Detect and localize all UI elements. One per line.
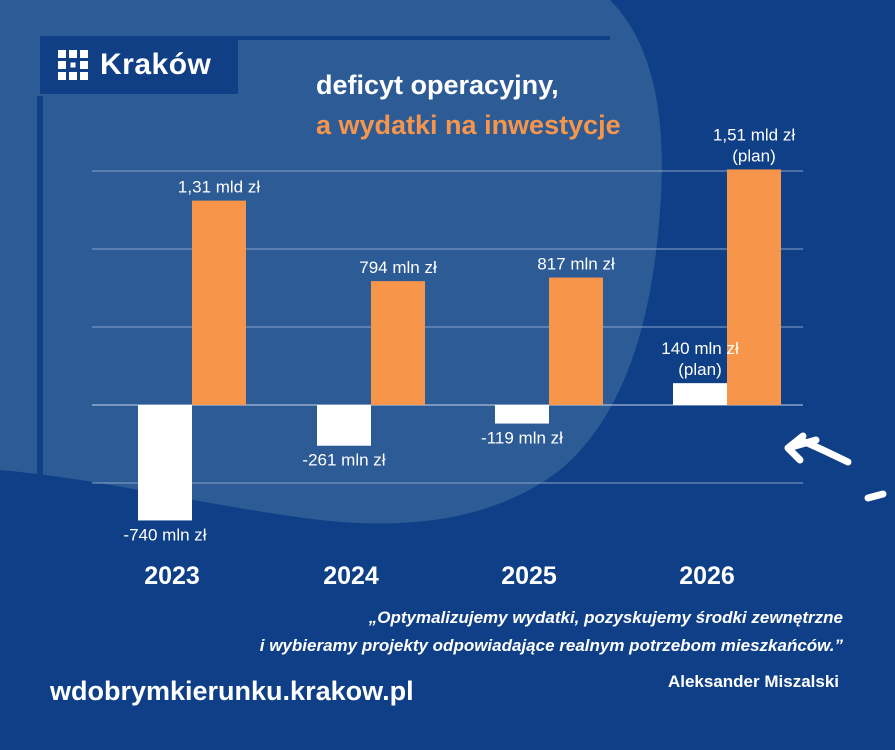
investment-bar xyxy=(549,277,603,405)
deficit-label: 140 mln zł xyxy=(661,339,739,358)
investment-label: (plan) xyxy=(732,146,775,165)
x-tick-label: 2023 xyxy=(144,562,200,590)
arrow-icon xyxy=(784,432,887,502)
bar-chart: -740 mln zł -261 mln zł -119 mln zł 140 mln… xyxy=(92,125,887,590)
brand-name: Kraków xyxy=(100,48,212,81)
x-tick-label: 2025 xyxy=(501,562,557,590)
deficit-bar xyxy=(495,405,549,424)
deficit-label: (plan) xyxy=(678,360,721,379)
website-link[interactable]: wdobrymkierunku.krakow.pl xyxy=(50,676,414,706)
chart-data-labels: -740 mln zł -261 mln zł -119 mln zł 140 mln… xyxy=(123,125,795,544)
quote-line1: „Optymalizujemy wydatki, pozyskujemy śro… xyxy=(368,608,843,627)
chart-title-line2: a wydatki na inwestycje xyxy=(316,110,621,140)
quote: „Optymalizujemy wydatki, pozyskujemy śro… xyxy=(123,604,843,660)
quote-author: Aleksander Miszalski xyxy=(667,672,839,691)
chart-x-axis: 2023 2024 2025 2026 xyxy=(144,562,735,590)
deficit-label: -740 mln zł xyxy=(123,525,206,544)
deficit-label: -261 mln zł xyxy=(302,451,385,470)
deficit-label: -119 mln zł xyxy=(481,429,563,448)
x-tick-label: 2024 xyxy=(323,562,379,590)
deficit-bar xyxy=(138,405,192,521)
investment-bar xyxy=(371,281,425,405)
investment-label: 794 mln zł xyxy=(359,258,437,277)
deficit-bar xyxy=(673,383,727,405)
investment-label: 1,51 mld zł xyxy=(713,125,795,144)
x-tick-label: 2026 xyxy=(679,562,735,590)
investment-label: 1,31 mld zł xyxy=(178,178,260,197)
chart-bars xyxy=(138,169,781,521)
quote-line2: i wybieramy projekty odpowiadające realn… xyxy=(259,636,843,655)
deficit-bar xyxy=(317,405,371,446)
chart-title-line1: deficyt operacyjny, xyxy=(316,70,559,100)
krakow-logo-icon xyxy=(58,50,88,80)
investment-bar xyxy=(192,200,246,405)
brand-logo: Kraków xyxy=(40,36,238,94)
investment-label: 817 mln zł xyxy=(537,255,615,274)
background-blob-shape xyxy=(0,0,662,524)
investment-bar xyxy=(727,169,781,405)
